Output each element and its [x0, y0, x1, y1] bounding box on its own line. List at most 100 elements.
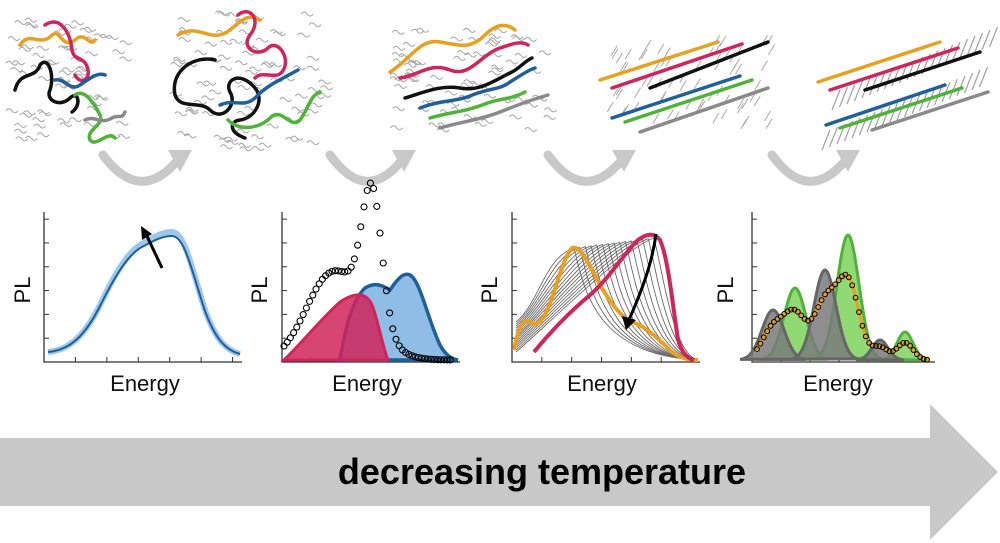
side-chain — [293, 65, 306, 71]
data-point — [913, 351, 920, 358]
side-chain — [896, 99, 906, 121]
panel-2-magenta-component — [280, 293, 391, 362]
side-chain — [653, 61, 661, 72]
panel-1-shift-arrowhead — [141, 226, 152, 240]
data-point — [299, 311, 307, 319]
side-chain — [971, 69, 981, 91]
side-chain — [57, 77, 70, 82]
side-chain — [853, 80, 864, 102]
side-chain — [888, 102, 899, 124]
transition-arrow-2 — [325, 150, 407, 186]
side-chain — [237, 142, 251, 148]
black-chain — [863, 50, 982, 92]
side-chain — [218, 54, 231, 60]
side-chain — [679, 80, 687, 91]
side-chain — [652, 113, 660, 124]
data-point — [828, 284, 835, 291]
side-chain — [753, 96, 761, 107]
side-chain — [488, 70, 501, 76]
side-chain — [742, 115, 750, 127]
panel-1-ylabel: PL — [10, 277, 35, 304]
data-point — [373, 202, 381, 210]
side-chain — [509, 114, 522, 120]
side-chain — [279, 97, 293, 102]
side-chain — [488, 33, 501, 39]
side-chain — [291, 106, 304, 112]
magenta-chain — [398, 41, 530, 80]
side-chain — [94, 94, 108, 100]
side-chain — [611, 48, 619, 59]
green-chain — [73, 91, 117, 144]
side-chain — [285, 136, 298, 142]
side-chain — [988, 26, 999, 48]
side-chain — [868, 74, 879, 96]
blue-chain — [418, 66, 537, 110]
panel-1-shift-arrow — [144, 233, 164, 269]
data-point — [443, 356, 451, 364]
side-chain — [25, 135, 38, 141]
side-chain — [12, 60, 26, 66]
panel-3-orange-spectrum — [512, 245, 699, 362]
magenta-chain — [236, 10, 288, 80]
side-chain — [194, 50, 208, 56]
side-chain — [469, 80, 482, 86]
side-chain — [640, 48, 648, 60]
panel-2-xlabel: Energy — [332, 371, 402, 396]
side-chain — [634, 87, 642, 98]
side-chain — [170, 62, 183, 67]
side-chain — [430, 74, 443, 80]
side-chain — [838, 86, 849, 108]
panel-3-trend-arrowhead — [622, 316, 636, 330]
side-chain — [764, 110, 772, 122]
side-chain — [453, 55, 466, 61]
data-point — [379, 259, 387, 267]
side-chain — [693, 78, 701, 90]
side-chain — [251, 134, 264, 140]
panel-3-magenta-spectrum — [532, 232, 695, 362]
gray-chain — [638, 86, 770, 134]
side-chain — [20, 44, 34, 50]
side-chain — [183, 133, 197, 139]
side-chain — [54, 83, 68, 89]
side-chain — [698, 100, 706, 111]
data-point — [832, 281, 839, 288]
side-chain — [460, 82, 474, 88]
side-chain — [644, 39, 652, 51]
side-chain — [538, 50, 552, 56]
side-chain — [963, 72, 974, 94]
panel-3-ylabel: PL — [477, 277, 502, 304]
blue-chain — [218, 68, 300, 107]
panel-3-trend-arrow — [626, 233, 658, 323]
side-chain — [525, 102, 539, 108]
side-chain — [615, 88, 623, 100]
data-point — [900, 340, 907, 346]
side-chain — [225, 136, 238, 142]
side-chain — [464, 52, 477, 58]
data-point — [794, 308, 801, 315]
side-chain — [178, 37, 192, 42]
side-chain — [236, 110, 250, 116]
side-chain — [891, 65, 901, 87]
blue-chain — [610, 74, 742, 120]
orange-chain — [18, 31, 97, 47]
side-chain — [416, 27, 430, 33]
data-point — [366, 179, 374, 187]
gray-chain — [83, 110, 127, 123]
side-chain — [308, 22, 322, 28]
side-chain — [646, 76, 654, 87]
side-chain — [544, 107, 557, 113]
side-chain — [760, 60, 768, 72]
data-point — [376, 229, 384, 237]
temperature-arrow-shape — [0, 404, 998, 540]
transition-arrow-4 — [767, 150, 851, 186]
side-chain — [46, 59, 60, 65]
side-chain — [392, 45, 406, 51]
data-point — [801, 316, 808, 322]
side-chain — [736, 102, 744, 114]
side-chain — [186, 108, 199, 114]
side-chain — [624, 48, 632, 60]
side-chain — [306, 140, 320, 146]
panel-1-xlabel: Energy — [110, 371, 180, 396]
data-point — [805, 317, 811, 324]
transition-arrowhead-4 — [836, 150, 860, 172]
